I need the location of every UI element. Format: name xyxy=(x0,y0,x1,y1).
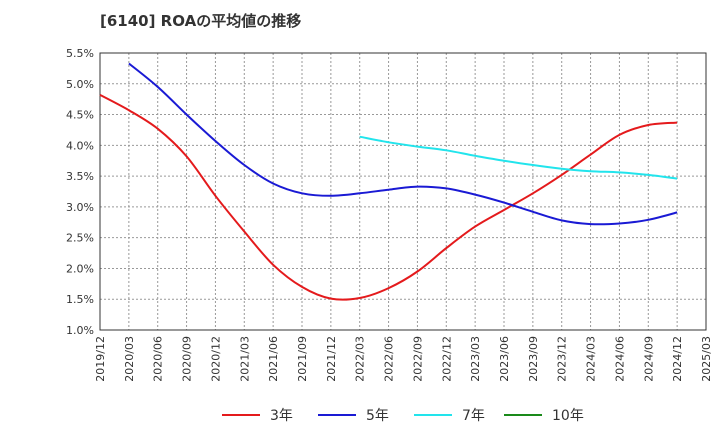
legend-label-7y: 7年 xyxy=(462,408,485,424)
x-tick-label: 2023/12 xyxy=(556,336,569,382)
legend-item-5y: 5年 xyxy=(318,402,389,428)
x-tick-label: 2021/12 xyxy=(325,336,338,382)
y-tick-label: 5.5% xyxy=(66,47,94,60)
axis-layer xyxy=(99,52,707,331)
y-tick-label: 3.0% xyxy=(66,201,94,214)
x-tick-label: 2023/03 xyxy=(469,336,482,382)
x-tick-label: 2020/09 xyxy=(181,336,194,382)
legend-item-10y: 10年 xyxy=(504,402,584,428)
x-tick-labels: 2019/12 2020/03 2020/06 2020/09 2020/12 2021/… xyxy=(94,336,713,382)
y-tick-labels: 1.0% 1.5% 2.0% 2.5% 3.0% 3.5% 4.0% 4.5% 5.0% 5.5% xyxy=(66,47,94,337)
legend-swatch-7y xyxy=(414,414,452,416)
x-tick-label: 2021/06 xyxy=(267,336,280,382)
y-tick-label: 4.5% xyxy=(66,109,94,122)
legend-swatch-5y xyxy=(318,414,356,416)
x-tick-label: 2020/03 xyxy=(123,336,136,382)
y-tick-label: 2.5% xyxy=(66,232,94,245)
series-line-1 xyxy=(128,62,678,226)
y-tick-label: 1.0% xyxy=(66,324,94,337)
grid-layer xyxy=(100,53,706,330)
legend-item-3y: 3年 xyxy=(222,402,293,428)
x-tick-label: 2024/03 xyxy=(585,336,598,382)
x-tick-label: 2021/03 xyxy=(238,336,251,382)
series-layer xyxy=(99,62,678,301)
y-tick-label: 3.5% xyxy=(66,170,94,183)
legend-swatch-10y xyxy=(504,414,542,416)
x-tick-label: 2020/12 xyxy=(209,336,222,382)
x-tick-label: 2025/03 xyxy=(700,336,713,382)
x-tick-label: 2022/03 xyxy=(354,336,367,382)
legend-item-7y: 7年 xyxy=(414,402,485,428)
x-tick-label: 2024/09 xyxy=(642,336,655,382)
series-line-0 xyxy=(99,94,678,301)
x-tick-label: 2019/12 xyxy=(94,336,107,382)
x-tick-label: 2024/06 xyxy=(613,336,626,382)
legend-label-3y: 3年 xyxy=(270,408,293,424)
legend-label-5y: 5年 xyxy=(366,408,389,424)
chart-title: [6140] ROAの平均値の推移 xyxy=(100,12,302,30)
series-line-2 xyxy=(359,135,678,180)
y-tick-label: 5.0% xyxy=(66,78,94,91)
x-tick-label: 2022/09 xyxy=(411,336,424,382)
y-tick-label: 2.0% xyxy=(66,262,94,275)
legend: 3年 5年 7年 10年 xyxy=(0,402,720,428)
x-tick-label: 2023/06 xyxy=(498,336,511,382)
plot-frame xyxy=(99,52,707,331)
x-tick-label: 2021/09 xyxy=(296,336,309,382)
y-tick-label: 4.0% xyxy=(66,139,94,152)
x-tick-label: 2020/06 xyxy=(152,336,165,382)
x-tick-label: 2022/06 xyxy=(383,336,396,382)
x-tick-label: 2023/09 xyxy=(527,336,540,382)
legend-label-10y: 10年 xyxy=(552,408,584,424)
x-tick-label: 2024/12 xyxy=(671,336,684,382)
x-tick-label: 2022/12 xyxy=(440,336,453,382)
y-tick-label: 1.5% xyxy=(66,293,94,306)
legend-swatch-3y xyxy=(222,414,260,416)
